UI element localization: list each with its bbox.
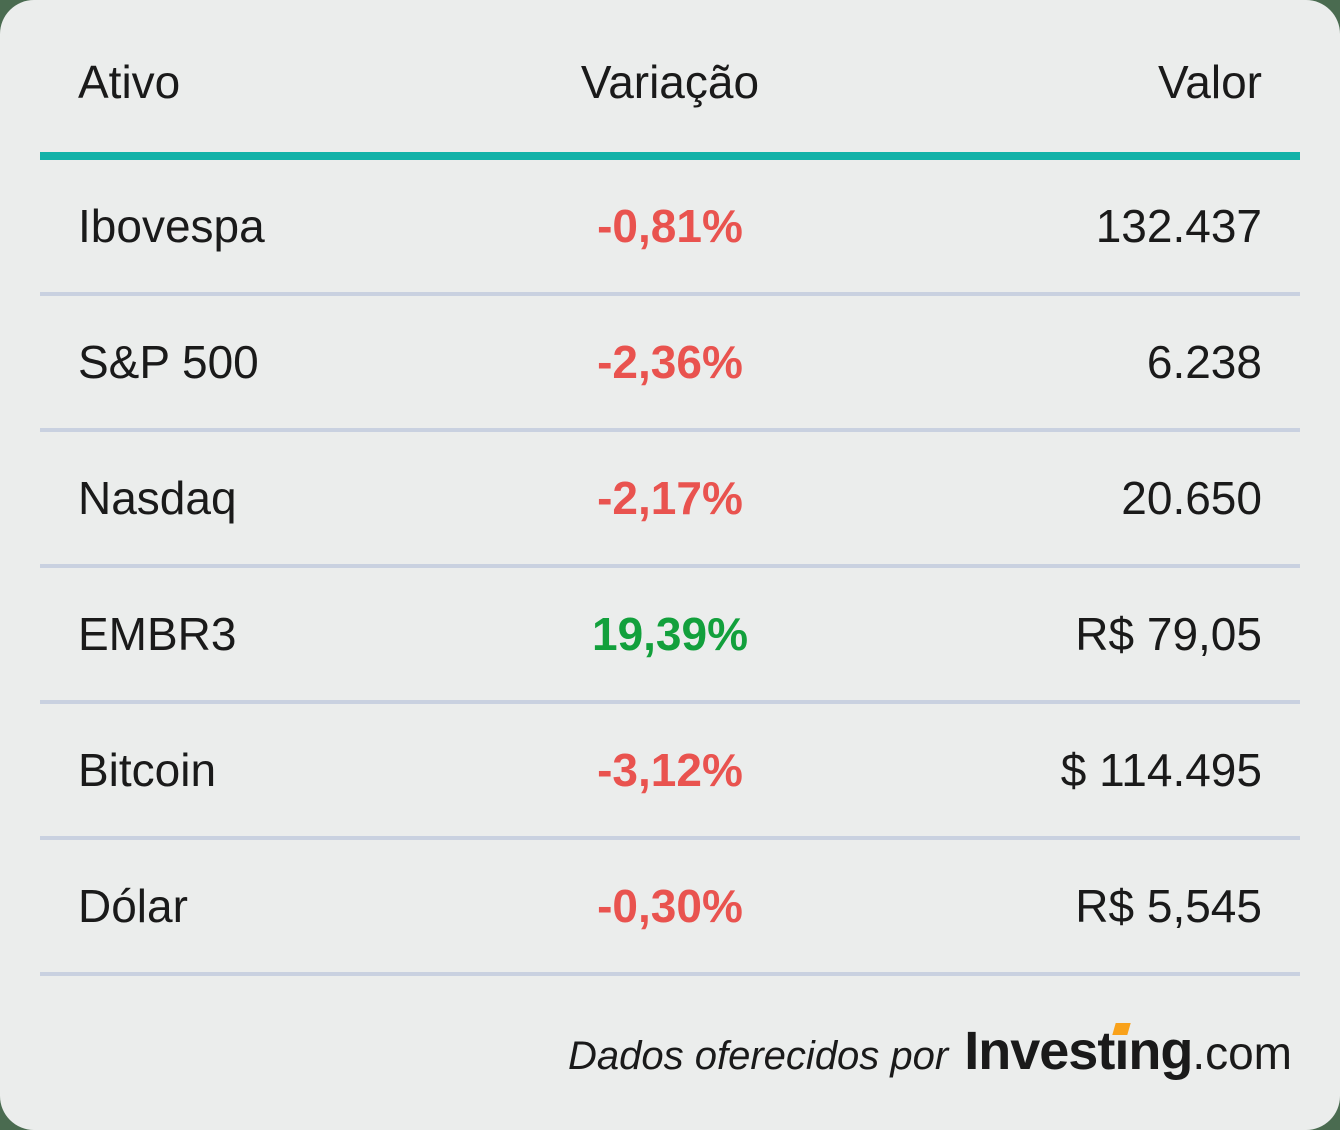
asset-value: 20.650 [1121, 472, 1262, 524]
asset-variation: -3,12% [597, 744, 743, 796]
attribution-footer: Dados oferecidos por Investı ng.com [0, 976, 1340, 1082]
asset-variation: 19,39% [591, 608, 748, 660]
row-divider [40, 564, 1300, 568]
asset-variation: -2,17% [597, 472, 743, 524]
row-divider [40, 428, 1300, 432]
table-row: Nasdaq -2,17% 20.650 [0, 432, 1340, 568]
asset-value: 132.437 [1095, 200, 1262, 252]
row-divider [40, 972, 1300, 976]
table-body: Ibovespa -0,81% 132.437 S&P 500 -2,36% 6… [0, 160, 1340, 976]
asset-variation: -0,30% [597, 880, 743, 932]
table-row: Ibovespa -0,81% 132.437 [0, 160, 1340, 296]
table-row: Bitcoin -3,12% $ 114.495 [0, 704, 1340, 840]
column-header-ativo: Ativo [78, 56, 181, 108]
attribution-text: Dados oferecidos por [568, 1034, 949, 1078]
table-header: Ativo Variação Valor [0, 0, 1340, 110]
asset-name: Dólar [78, 880, 188, 932]
column-header-variacao: Variação [580, 56, 760, 108]
asset-value: 6.238 [1146, 336, 1262, 388]
asset-name: EMBR3 [78, 608, 237, 660]
header-accent-rule [40, 152, 1300, 160]
logo-brand-prefix: Invest [964, 1021, 1115, 1081]
asset-value: R$ 79,05 [1075, 608, 1262, 660]
asset-variation: -2,36% [597, 336, 743, 388]
row-divider [40, 700, 1300, 704]
asset-value: R$ 5,545 [1075, 880, 1262, 932]
asset-name: Ibovespa [78, 200, 265, 252]
column-header-valor: Valor [1158, 56, 1262, 108]
table-row: EMBR3 19,39% R$ 79,05 [0, 568, 1340, 704]
asset-name: S&P 500 [78, 336, 259, 388]
investing-logo: Investı ng.com [964, 1020, 1292, 1082]
table-row: S&P 500 -2,36% 6.238 [0, 296, 1340, 432]
row-divider [40, 836, 1300, 840]
asset-name: Nasdaq [78, 472, 237, 524]
logo-tld: .com [1192, 1027, 1292, 1079]
table-row: Dólar -0,30% R$ 5,545 [0, 840, 1340, 976]
logo-brand-suffix: ng [1128, 1021, 1193, 1081]
asset-name: Bitcoin [78, 744, 217, 796]
asset-variation: -0,81% [597, 200, 743, 252]
asset-value: $ 114.495 [1060, 744, 1262, 796]
logo-dotless-i: ı [1112, 1023, 1132, 1078]
row-divider [40, 292, 1300, 296]
